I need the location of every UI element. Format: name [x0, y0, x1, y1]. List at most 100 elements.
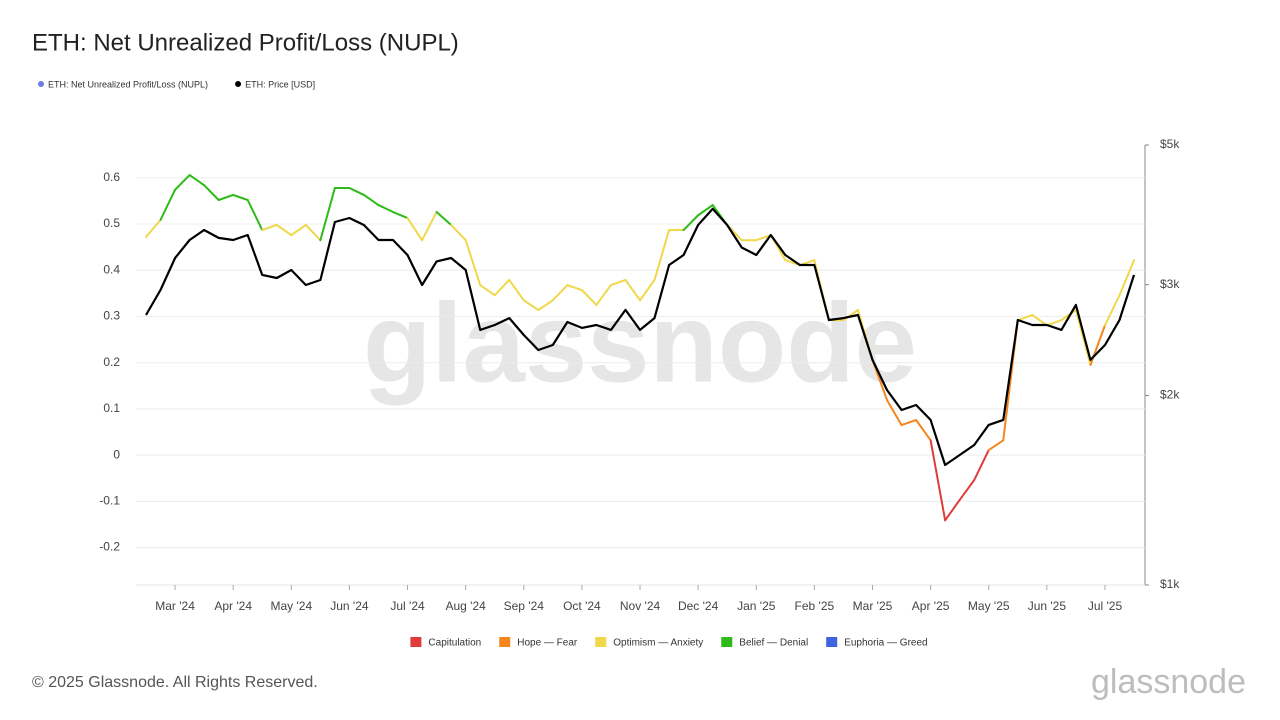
- x-tick-label: Sep '24: [504, 599, 545, 613]
- y2-tick-label: $3k: [1160, 277, 1180, 291]
- nupl-segment: [377, 204, 395, 214]
- nupl-segment: [174, 174, 191, 191]
- nupl-segment: [479, 284, 496, 297]
- zone-legend-marker: [499, 637, 511, 647]
- price-line: [145, 207, 1136, 467]
- nupl-segment: [987, 439, 1005, 452]
- nupl-segment: [537, 299, 554, 311]
- nupl-segment: [450, 223, 467, 242]
- zone-legend-label: Hope — Fear: [517, 638, 578, 649]
- nupl-segment: [1045, 319, 1063, 327]
- zone-legend-label: Capitulation: [428, 638, 481, 649]
- nupl-segment: [464, 239, 482, 287]
- nupl-segment: [246, 199, 264, 232]
- nupl-segment: [203, 184, 220, 201]
- nupl-segment: [1031, 314, 1048, 327]
- x-tick-label: Jul '25: [1088, 599, 1123, 613]
- nupl-segment: [1016, 314, 1034, 322]
- zone-legend-label: Belief — Denial: [739, 638, 808, 649]
- nupl-segment: [304, 223, 322, 242]
- x-tick-label: Jul '24: [390, 599, 425, 613]
- y-tick-label: 0.6: [103, 170, 120, 184]
- nupl-segment: [217, 193, 235, 201]
- y-tick-label: -0.2: [99, 540, 120, 554]
- x-tick-label: May '25: [968, 599, 1010, 613]
- nupl-segment: [508, 278, 525, 302]
- nupl-segment: [261, 223, 278, 232]
- x-tick-label: Nov '24: [620, 599, 661, 613]
- nupl-segment: [900, 419, 918, 427]
- x-tick-label: Aug '24: [445, 599, 486, 613]
- nupl-segment: [319, 186, 336, 242]
- nupl-segment: [682, 214, 700, 232]
- nupl-segment: [944, 498, 961, 522]
- nupl-segment: [493, 278, 511, 297]
- x-tick-label: Jun '25: [1028, 599, 1067, 613]
- nupl-segment: [522, 299, 540, 311]
- logo: glassnode: [1091, 663, 1246, 701]
- y2-tick-label: $1k: [1160, 577, 1180, 591]
- zone-legend-marker: [721, 637, 733, 647]
- zone-legend-label: Optimism — Anxiety: [613, 638, 703, 649]
- nupl-segment: [1060, 309, 1077, 322]
- nupl-segment: [392, 211, 409, 220]
- nupl-segment: [348, 186, 365, 196]
- nupl-segment: [609, 278, 627, 287]
- nupl-segment: [973, 449, 990, 482]
- nupl-segment: [1103, 294, 1121, 327]
- nupl-segment: [1074, 309, 1092, 366]
- zone-legend-marker: [410, 637, 422, 647]
- x-tick-label: Jun '24: [330, 599, 369, 613]
- nupl-segment: [232, 193, 249, 201]
- zone-legend-marker: [595, 637, 607, 647]
- y-tick-label: 0: [113, 447, 120, 461]
- y-tick-label: 0.2: [103, 355, 120, 369]
- y-tick-label: -0.1: [99, 494, 120, 508]
- nupl-segment: [639, 278, 656, 302]
- y2-tick-label: $2k: [1160, 388, 1180, 402]
- nupl-segment: [145, 218, 162, 238]
- legend-label: ETH: Price [USD]: [245, 79, 315, 89]
- legend-marker: [38, 81, 44, 87]
- nupl-segment: [595, 284, 612, 306]
- legend-label: ETH: Net Unrealized Profit/Loss (NUPL): [48, 79, 208, 89]
- nupl-segment: [421, 211, 438, 242]
- x-tick-label: Apr '25: [912, 599, 950, 613]
- x-tick-label: May '24: [270, 599, 312, 613]
- legend-marker: [235, 81, 242, 87]
- nupl-segment: [929, 439, 947, 522]
- footer: © 2025 Glassnode. All Rights Reserved.: [32, 674, 318, 691]
- nupl-segment: [755, 234, 772, 242]
- y-tick-label: 0.5: [103, 216, 120, 230]
- nupl-segment: [362, 193, 380, 207]
- nupl-segment: [624, 278, 642, 302]
- nupl-segment: [551, 284, 569, 302]
- y2-tick-label: $5k: [1160, 137, 1180, 151]
- x-tick-label: Mar '24: [155, 599, 195, 613]
- x-tick-label: Feb '25: [795, 599, 835, 613]
- nupl-segment: [580, 289, 598, 306]
- nupl-segment: [406, 217, 424, 242]
- y-tick-label: 0.3: [103, 309, 120, 323]
- nupl-segment: [290, 223, 307, 237]
- nupl-segment: [1118, 259, 1136, 297]
- nupl-segment: [188, 174, 206, 187]
- zone-legend-marker: [826, 637, 838, 647]
- nupl-segment: [653, 229, 671, 281]
- x-tick-label: Jan '25: [737, 599, 776, 613]
- nupl-segment: [275, 223, 293, 237]
- chart-title: ETH: Net Unrealized Profit/Loss (NUPL): [32, 29, 459, 56]
- nupl-segment: [159, 188, 177, 221]
- x-tick-label: Oct '24: [563, 599, 601, 613]
- x-tick-label: Dec '24: [678, 599, 719, 613]
- nupl-segment: [435, 211, 453, 226]
- nupl-segment: [958, 479, 976, 501]
- nupl-segment: [915, 419, 932, 442]
- zone-legend-label: Euphoria — Greed: [844, 638, 927, 649]
- nupl-segment: [886, 399, 903, 427]
- x-tick-label: Apr '24: [214, 599, 252, 613]
- y-tick-label: 0.1: [103, 401, 120, 415]
- nupl-segment: [697, 204, 714, 217]
- nupl-segment: [566, 284, 583, 292]
